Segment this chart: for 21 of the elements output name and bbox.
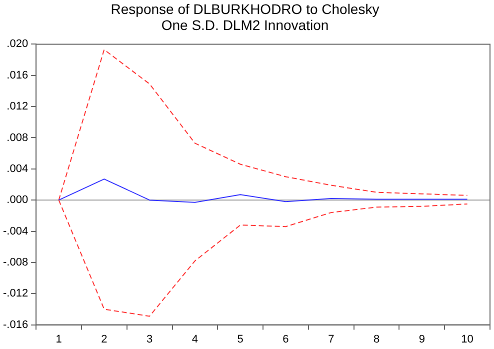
x-tick-label: 2 [101,333,108,346]
x-tick-label: 4 [192,333,198,346]
x-tick-label: 3 [146,333,153,346]
chart-title: Response of DLBURKHODRO to Cholesky One S.D. DLM2 Innovation [110,0,380,34]
y-tick-label: .012 [6,100,28,113]
y-tick-label: -.012 [2,288,28,300]
y-tick-label: .004 [6,162,28,175]
y-tick-label: .016 [6,69,28,82]
x-tick-label: 7 [328,333,334,346]
x-tick-label: 5 [237,333,244,346]
x-tick-label: 6 [282,333,289,346]
y-tick-label: .008 [6,132,28,144]
x-tick-label: 9 [418,333,425,346]
y-tick-label: -.016 [2,318,28,331]
x-tick-label: 10 [461,333,474,346]
y-tick-label: .020 [6,38,28,50]
x-tick-label: 8 [373,333,380,346]
y-tick-label: -.008 [2,256,28,268]
y-tick-label: -.004 [2,225,28,238]
y-tick-label: .000 [6,194,28,206]
x-tick-label: 1 [56,333,62,346]
